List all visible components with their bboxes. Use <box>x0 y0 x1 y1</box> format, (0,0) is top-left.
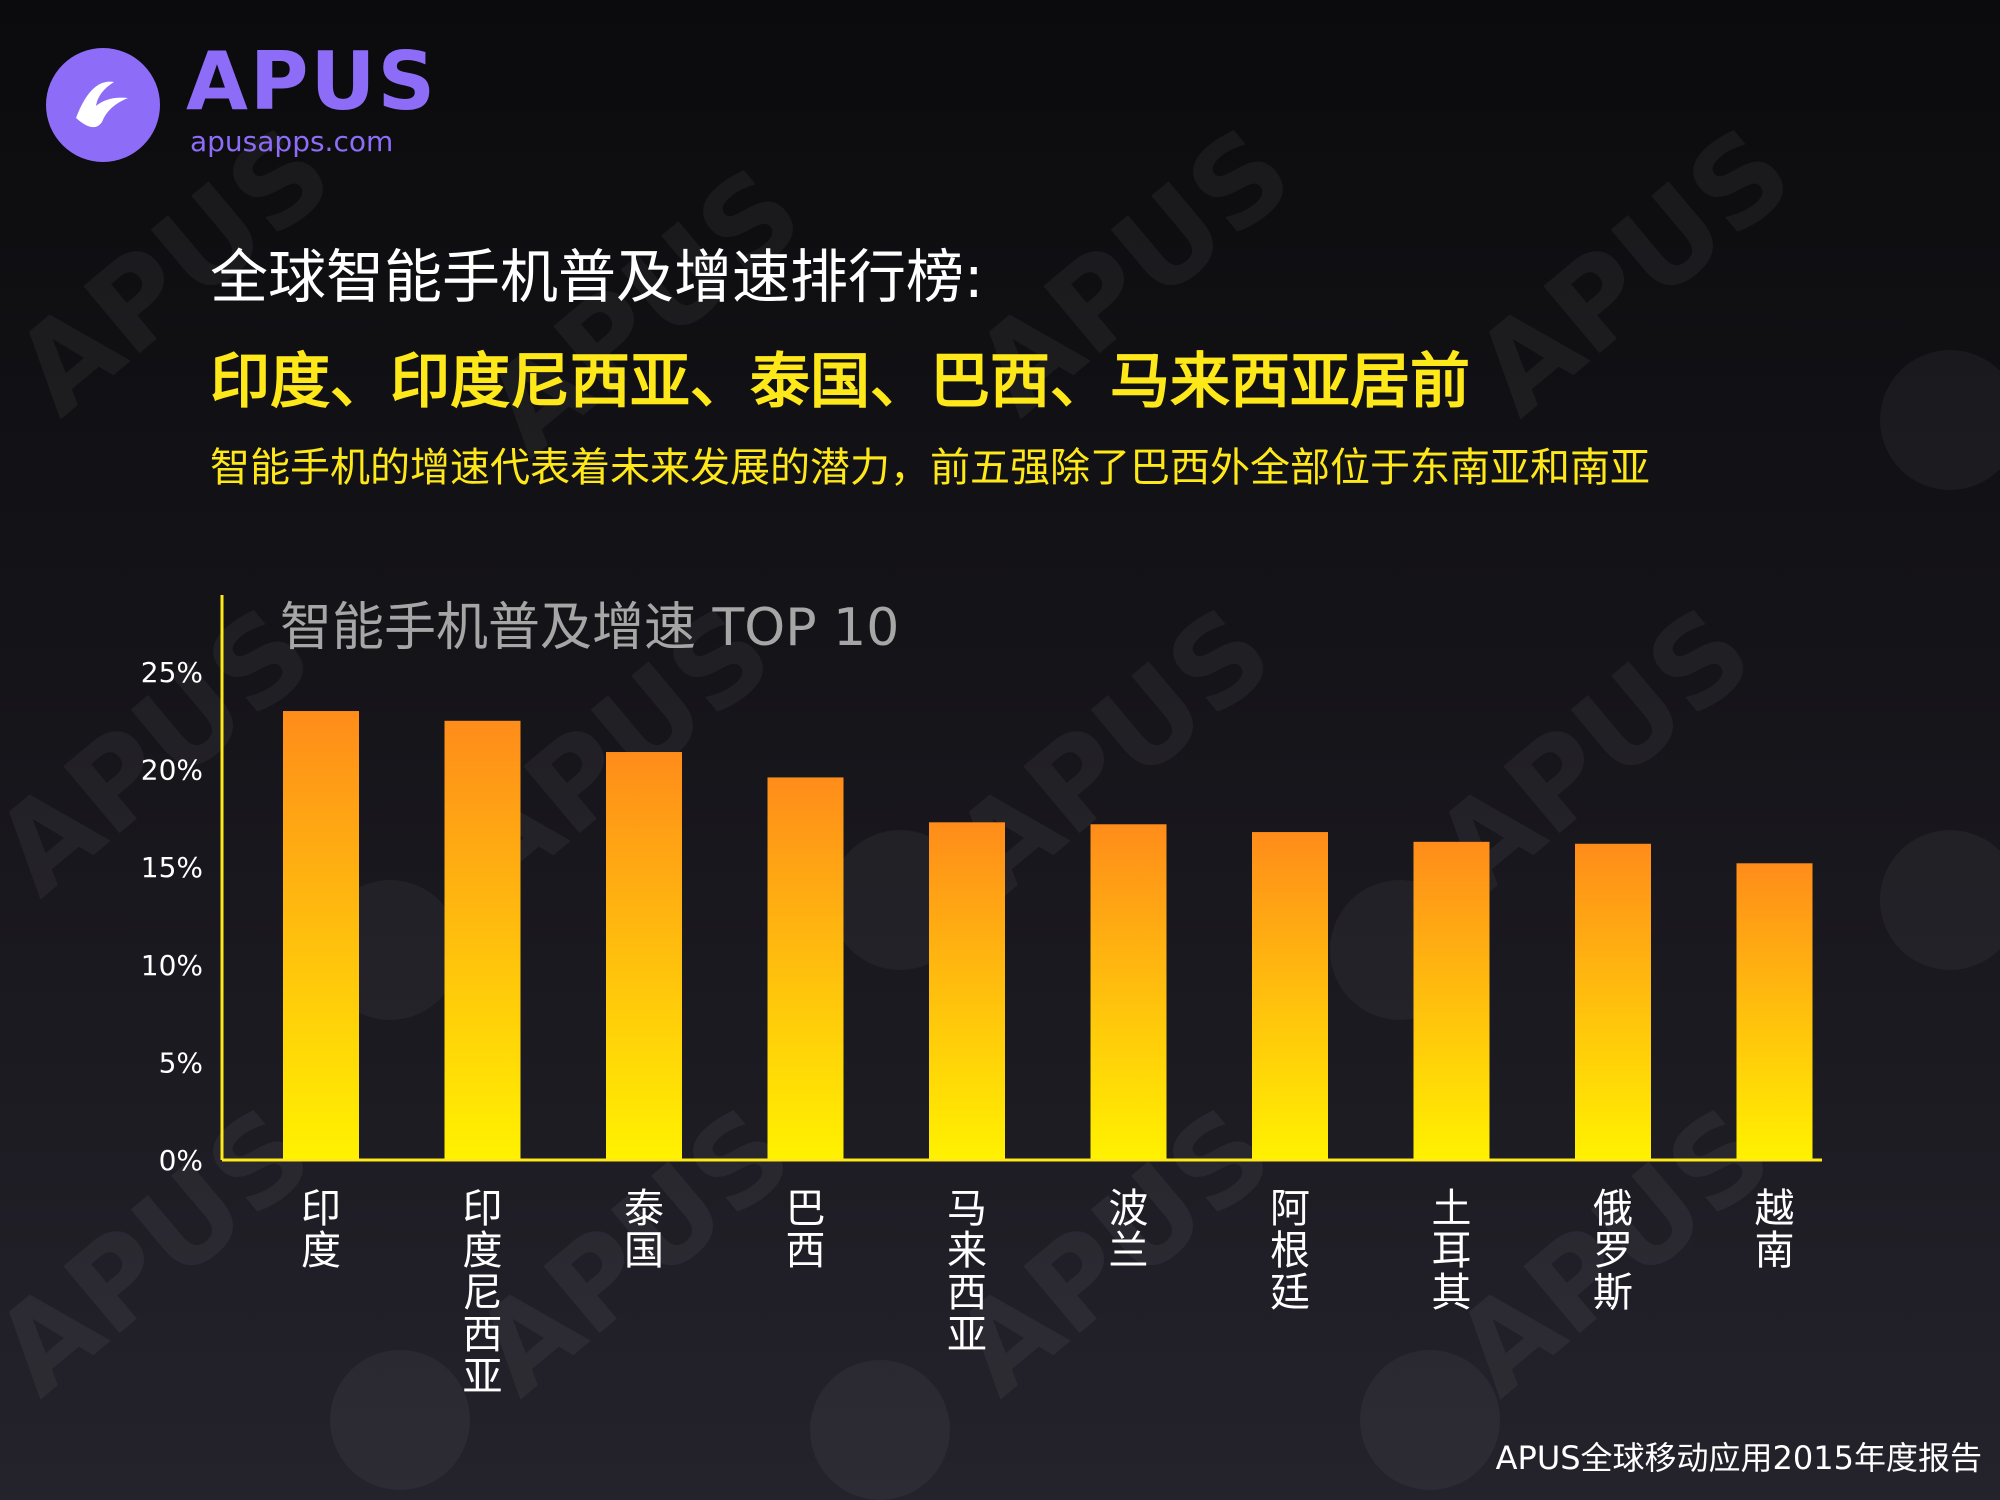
x-tick-label: 印度尼西亚 <box>463 1186 503 1400</box>
y-tick-label: 25% <box>141 656 203 689</box>
bar-6 <box>1090 824 1167 1160</box>
x-tick-label: 土耳其 <box>1432 1186 1472 1316</box>
x-tick-label: 巴西 <box>786 1186 826 1274</box>
page-description: 智能手机的增速代表着未来发展的潜力，前五强除了巴西外全部位于东南亚和南亚 <box>210 445 1650 491</box>
x-tick-label: 泰国 <box>624 1186 664 1274</box>
x-tick-label: 波兰 <box>1109 1186 1149 1274</box>
bar-5 <box>929 822 1005 1160</box>
x-tick-label: 印度 <box>301 1186 341 1274</box>
bar-10 <box>1736 863 1813 1160</box>
bar-9 <box>1575 843 1651 1160</box>
y-tick-label: 20% <box>141 754 203 787</box>
chart-title: 智能手机普及增速 TOP 10 <box>280 598 899 658</box>
bar-4 <box>767 777 844 1160</box>
y-tick-label: 0% <box>159 1144 203 1177</box>
y-tick-label: 10% <box>141 949 203 982</box>
page-title: 全球智能手机普及增速排行榜: <box>210 243 984 311</box>
footer-report-title: APUS全球移动应用2015年度报告 <box>1495 1439 1982 1477</box>
bar-7 <box>1252 832 1328 1160</box>
brand-name: APUS <box>186 35 438 128</box>
x-tick-label: 越南 <box>1755 1186 1795 1274</box>
y-tick-label: 15% <box>141 851 203 884</box>
y-tick-label: 5% <box>159 1046 203 1079</box>
page-subtitle: 印度、印度尼西亚、泰国、巴西、马来西亚居前 <box>210 347 1470 417</box>
x-tick-label: 马来西亚 <box>947 1186 987 1358</box>
brand-url: apusapps.com <box>190 125 394 158</box>
apus-logo-icon <box>46 48 160 162</box>
bar-1 <box>283 711 359 1160</box>
x-tick-label: 阿根廷 <box>1270 1186 1310 1316</box>
bar-3 <box>606 752 682 1160</box>
bar-2 <box>444 720 521 1160</box>
x-tick-label: 俄罗斯 <box>1593 1186 1633 1316</box>
bar-8 <box>1413 841 1490 1160</box>
